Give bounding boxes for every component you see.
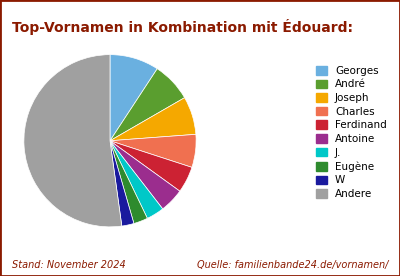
Wedge shape — [24, 55, 122, 227]
Wedge shape — [110, 55, 157, 141]
Wedge shape — [110, 141, 192, 191]
Wedge shape — [110, 134, 196, 167]
Legend: Georges, André, Joseph, Charles, Ferdinand, Antoine, J., Eugène, W, Andere: Georges, André, Joseph, Charles, Ferdina… — [312, 62, 391, 203]
Text: Top-Vornamen in Kombination mit Édouard:: Top-Vornamen in Kombination mit Édouard: — [12, 19, 353, 35]
Text: Quelle: familienbande24.de/vornamen/: Quelle: familienbande24.de/vornamen/ — [197, 261, 388, 270]
Wedge shape — [110, 141, 147, 224]
Wedge shape — [110, 141, 180, 209]
Wedge shape — [110, 69, 184, 141]
Wedge shape — [110, 98, 196, 141]
Wedge shape — [110, 141, 134, 226]
Text: Stand: November 2024: Stand: November 2024 — [12, 261, 126, 270]
Wedge shape — [110, 141, 163, 218]
